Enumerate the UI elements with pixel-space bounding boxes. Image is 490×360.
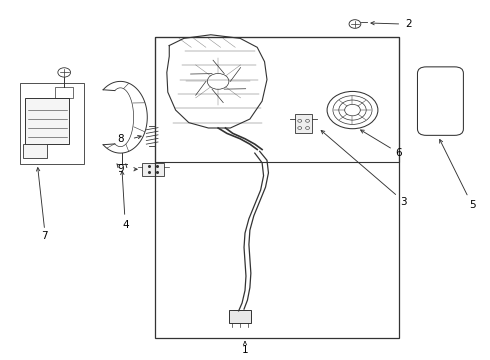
Bar <box>20 83 84 164</box>
Text: 7: 7 <box>41 231 48 240</box>
Text: 8: 8 <box>117 134 123 144</box>
Text: 1: 1 <box>242 345 248 355</box>
Bar <box>23 144 47 158</box>
Bar <box>155 37 399 338</box>
Text: 5: 5 <box>440 139 475 210</box>
Text: 6: 6 <box>361 130 402 158</box>
Bar <box>25 98 69 144</box>
Text: 9: 9 <box>117 164 123 174</box>
Text: 4: 4 <box>121 171 128 230</box>
Bar <box>143 163 164 176</box>
Bar <box>155 37 399 162</box>
Bar <box>55 87 73 98</box>
Bar <box>295 114 313 134</box>
Bar <box>229 310 251 323</box>
Text: 2: 2 <box>405 19 412 29</box>
Text: 3: 3 <box>321 130 407 207</box>
